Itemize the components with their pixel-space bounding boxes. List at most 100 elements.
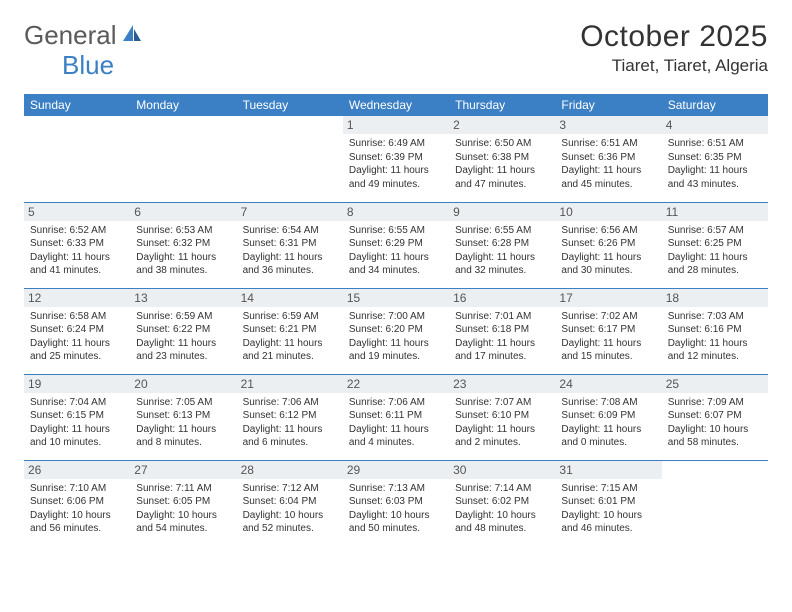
day-number: 6 xyxy=(130,203,236,221)
calendar-week-row: 19Sunrise: 7:04 AMSunset: 6:15 PMDayligh… xyxy=(24,374,768,460)
sunset-text: Sunset: 6:12 PM xyxy=(243,409,337,423)
sunset-text: Sunset: 6:05 PM xyxy=(136,495,230,509)
sunrise-text: Sunrise: 7:14 AM xyxy=(455,482,549,496)
sunset-text: Sunset: 6:09 PM xyxy=(561,409,655,423)
day-info: Sunrise: 6:58 AMSunset: 6:24 PMDaylight:… xyxy=(30,310,124,364)
calendar-week-row: 12Sunrise: 6:58 AMSunset: 6:24 PMDayligh… xyxy=(24,288,768,374)
day-number: 25 xyxy=(662,375,768,393)
calendar-day-cell: 2 Sunrise: 6:50 AMSunset: 6:38 PMDaylight… xyxy=(449,116,555,202)
sunrise-text: Sunrise: 7:01 AM xyxy=(455,310,549,324)
day-number: 21 xyxy=(237,375,343,393)
day-number: 10 xyxy=(555,203,661,221)
daylight-text: Daylight: 10 hours and 48 minutes. xyxy=(455,509,549,536)
calendar-day-cell: 1Sunrise: 6:49 AMSunset: 6:39 PMDaylight… xyxy=(343,116,449,202)
calendar-day-cell: 4Sunrise: 6:51 AMSunset: 6:35 PMDaylight… xyxy=(662,116,768,202)
daylight-text: Daylight: 11 hours and 10 minutes. xyxy=(30,423,124,450)
sunrise-text: Sunrise: 7:07 AM xyxy=(455,396,549,410)
day-info: Sunrise: 6:59 AMSunset: 6:21 PMDaylight:… xyxy=(243,310,337,364)
daylight-text: Daylight: 11 hours and 28 minutes. xyxy=(668,251,762,278)
daylight-text: Daylight: 11 hours and 45 minutes. xyxy=(561,164,655,191)
daylight-text: Daylight: 11 hours and 4 minutes. xyxy=(349,423,443,450)
day-info: Sunrise: 7:13 AMSunset: 6:03 PMDaylight:… xyxy=(349,482,443,536)
daylight-text: Daylight: 11 hours and 32 minutes. xyxy=(455,251,549,278)
calendar-day-cell: 10 Sunrise: 6:56 AMSunset: 6:26 PMDayligh… xyxy=(555,202,661,288)
daylight-text: Daylight: 11 hours and 15 minutes. xyxy=(561,337,655,364)
daylight-text: Daylight: 11 hours and 49 minutes. xyxy=(349,164,443,191)
sunrise-text: Sunrise: 7:04 AM xyxy=(30,396,124,410)
calendar-day-cell xyxy=(662,460,768,546)
daylight-text: Daylight: 11 hours and 8 minutes. xyxy=(136,423,230,450)
day-info: Sunrise: 6:56 AMSunset: 6:26 PMDaylight:… xyxy=(561,224,655,278)
sunrise-text: Sunrise: 6:58 AM xyxy=(30,310,124,324)
day-number: 27 xyxy=(130,461,236,479)
day-info: Sunrise: 6:59 AMSunset: 6:22 PMDaylight:… xyxy=(136,310,230,364)
sunset-text: Sunset: 6:29 PM xyxy=(349,237,443,251)
calendar-day-cell xyxy=(24,116,130,202)
day-number: 18 xyxy=(662,289,768,307)
daylight-text: Daylight: 11 hours and 12 minutes. xyxy=(668,337,762,364)
daylight-text: Daylight: 11 hours and 30 minutes. xyxy=(561,251,655,278)
daylight-text: Daylight: 11 hours and 47 minutes. xyxy=(455,164,549,191)
sunrise-text: Sunrise: 6:55 AM xyxy=(349,224,443,238)
sunset-text: Sunset: 6:33 PM xyxy=(30,237,124,251)
sunrise-text: Sunrise: 7:00 AM xyxy=(349,310,443,324)
sunset-text: Sunset: 6:13 PM xyxy=(136,409,230,423)
sunset-text: Sunset: 6:36 PM xyxy=(561,151,655,165)
calendar-day-cell: 20Sunrise: 7:05 AMSunset: 6:13 PMDayligh… xyxy=(130,374,236,460)
sunset-text: Sunset: 6:38 PM xyxy=(455,151,549,165)
sunrise-text: Sunrise: 7:15 AM xyxy=(561,482,655,496)
sunset-text: Sunset: 6:01 PM xyxy=(561,495,655,509)
day-info: Sunrise: 7:03 AMSunset: 6:16 PMDaylight:… xyxy=(668,310,762,364)
sunset-text: Sunset: 6:15 PM xyxy=(30,409,124,423)
sunset-text: Sunset: 6:31 PM xyxy=(243,237,337,251)
calendar-day-cell: 21Sunrise: 7:06 AMSunset: 6:12 PMDayligh… xyxy=(237,374,343,460)
day-number: 1 xyxy=(343,116,449,134)
calendar-week-row: 5Sunrise: 6:52 AMSunset: 6:33 PMDaylight… xyxy=(24,202,768,288)
sunrise-text: Sunrise: 7:10 AM xyxy=(30,482,124,496)
sunset-text: Sunset: 6:16 PM xyxy=(668,323,762,337)
daylight-text: Daylight: 11 hours and 43 minutes. xyxy=(668,164,762,191)
calendar-day-cell: 23Sunrise: 7:07 AMSunset: 6:10 PMDayligh… xyxy=(449,374,555,460)
sunrise-text: Sunrise: 7:06 AM xyxy=(243,396,337,410)
day-number: 29 xyxy=(343,461,449,479)
calendar-day-cell: 30Sunrise: 7:14 AMSunset: 6:02 PMDayligh… xyxy=(449,460,555,546)
calendar-body: 1Sunrise: 6:49 AMSunset: 6:39 PMDaylight… xyxy=(24,116,768,546)
sunset-text: Sunset: 6:24 PM xyxy=(30,323,124,337)
day-number: 26 xyxy=(24,461,130,479)
day-number: 11 xyxy=(662,203,768,221)
weekday-header: Wednesday xyxy=(343,94,449,116)
calendar-day-cell: 29 Sunrise: 7:13 AMSunset: 6:03 PMDayligh… xyxy=(343,460,449,546)
day-info: Sunrise: 7:10 AMSunset: 6:06 PMDaylight:… xyxy=(30,482,124,536)
sunrise-text: Sunrise: 7:05 AM xyxy=(136,396,230,410)
day-number: 19 xyxy=(24,375,130,393)
sunset-text: Sunset: 6:17 PM xyxy=(561,323,655,337)
day-number: 5 xyxy=(24,203,130,221)
sunset-text: Sunset: 6:10 PM xyxy=(455,409,549,423)
calendar-day-cell: 17Sunrise: 7:02 AMSunset: 6:17 PMDayligh… xyxy=(555,288,661,374)
day-info: Sunrise: 7:06 AMSunset: 6:11 PMDaylight:… xyxy=(349,396,443,450)
day-number: 3 xyxy=(555,116,661,134)
day-info: Sunrise: 6:50 AMSunset: 6:38 PMDaylight:… xyxy=(455,137,549,191)
day-number: 14 xyxy=(237,289,343,307)
daylight-text: Daylight: 10 hours and 54 minutes. xyxy=(136,509,230,536)
daylight-text: Daylight: 11 hours and 25 minutes. xyxy=(30,337,124,364)
calendar-day-cell xyxy=(130,116,236,202)
sunset-text: Sunset: 6:11 PM xyxy=(349,409,443,423)
day-info: Sunrise: 6:54 AMSunset: 6:31 PMDaylight:… xyxy=(243,224,337,278)
sunset-text: Sunset: 6:18 PM xyxy=(455,323,549,337)
day-number: 22 xyxy=(343,375,449,393)
location-text: Tiaret, Tiaret, Algeria xyxy=(580,56,768,76)
calendar-day-cell: 19 Sunrise: 7:04 AMSunset: 6:15 PMDayligh… xyxy=(24,374,130,460)
weekday-header: Monday xyxy=(130,94,236,116)
day-info: Sunrise: 7:09 AMSunset: 6:07 PMDaylight:… xyxy=(668,396,762,450)
calendar-day-cell: 11Sunrise: 6:57 AMSunset: 6:25 PMDayligh… xyxy=(662,202,768,288)
sunset-text: Sunset: 6:25 PM xyxy=(668,237,762,251)
day-number: 2 xyxy=(449,116,555,134)
day-info: Sunrise: 6:55 AMSunset: 6:29 PMDaylight:… xyxy=(349,224,443,278)
calendar-table: SundayMondayTuesdayWednesdayThursdayFrid… xyxy=(24,94,768,546)
sunset-text: Sunset: 6:26 PM xyxy=(561,237,655,251)
calendar-day-cell: 24Sunrise: 7:08 AMSunset: 6:09 PMDayligh… xyxy=(555,374,661,460)
daylight-text: Daylight: 11 hours and 19 minutes. xyxy=(349,337,443,364)
day-number: 4 xyxy=(662,116,768,134)
day-number: 16 xyxy=(449,289,555,307)
